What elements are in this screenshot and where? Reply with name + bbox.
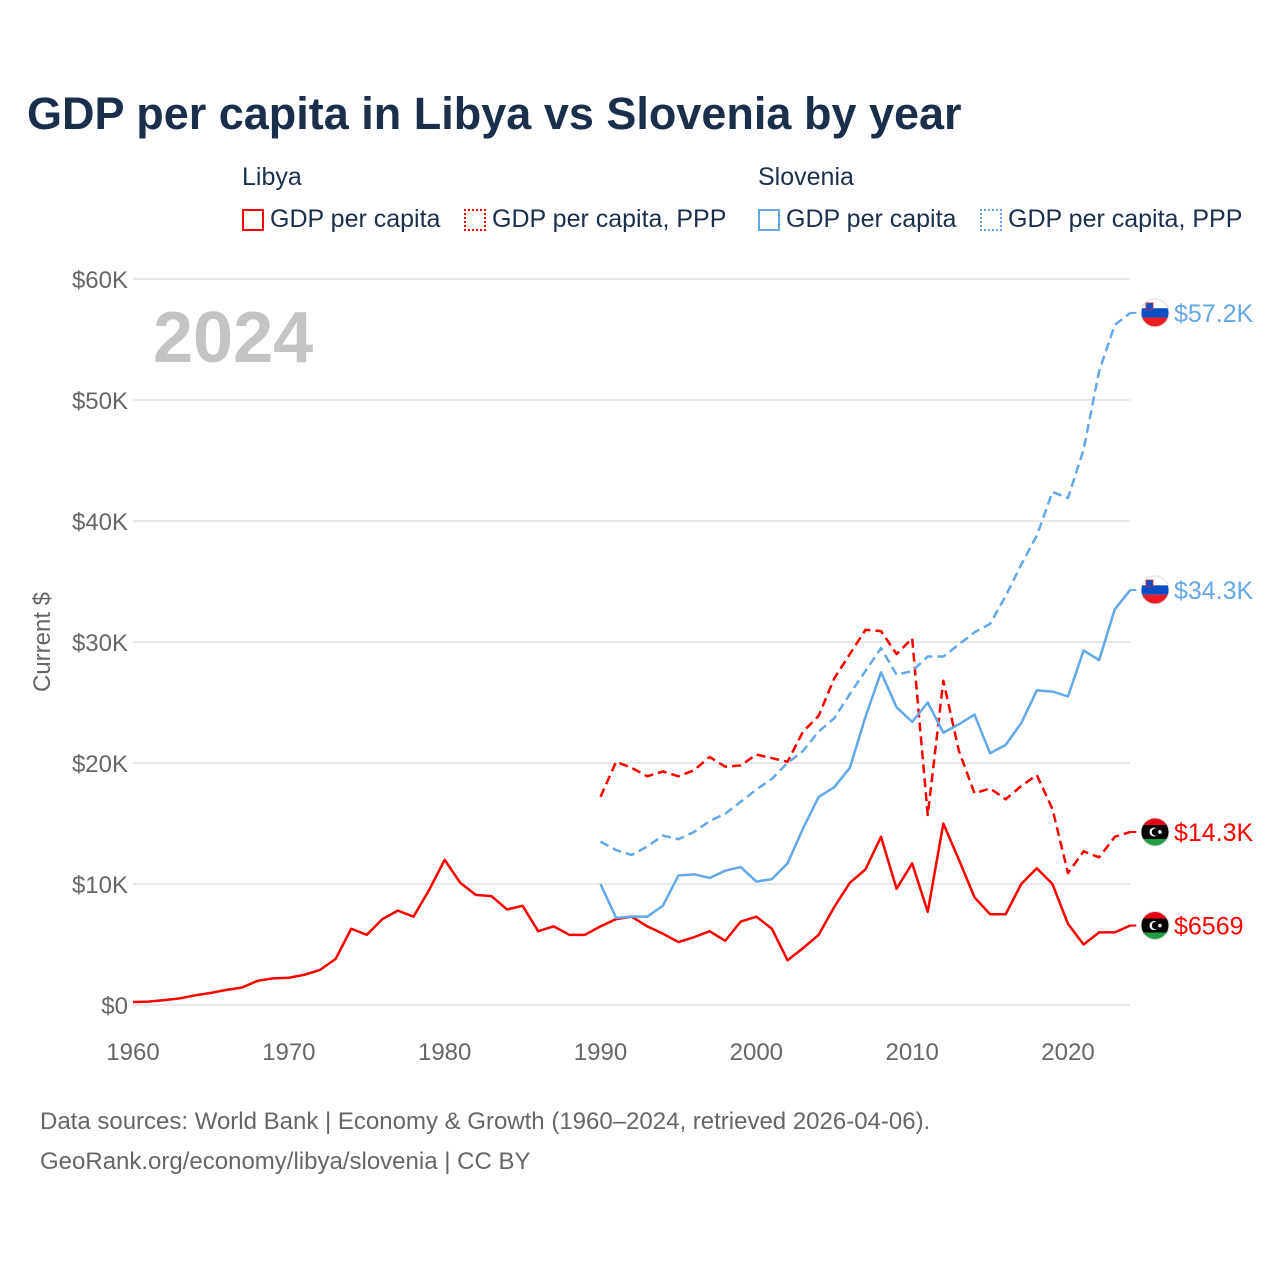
y-tick-label: $10K: [72, 872, 128, 899]
end-value-label: $6569: [1174, 913, 1244, 941]
legend-slovenia-gdp[interactable]: GDP per capita: [758, 205, 956, 234]
x-tick-label: 2020: [1041, 1039, 1094, 1066]
x-tick-label: 2010: [885, 1039, 938, 1066]
legend-libya-ppp[interactable]: GDP per capita, PPP: [464, 205, 726, 234]
y-tick-label: $0: [101, 993, 128, 1020]
legend-label: GDP per capita: [786, 205, 957, 233]
legend-swatch-solid-red: [242, 208, 264, 231]
end-value-label: $57.2K: [1174, 300, 1254, 328]
x-tick-label: 1970: [262, 1039, 315, 1066]
legend-group-libya: Libya: [242, 163, 302, 191]
legend-libya-gdp[interactable]: GDP per capita: [242, 205, 440, 234]
footer-link[interactable]: GeoRank.org/economy/libya/slovenia | CC …: [40, 1148, 531, 1175]
end-value-label: $34.3K: [1174, 577, 1254, 605]
slovenia-flag-icon: [1140, 575, 1170, 605]
legend-swatch-dotted-red: [464, 208, 486, 231]
y-axis-label: Current $: [29, 592, 56, 692]
y-tick-label: $40K: [72, 509, 128, 536]
series-line-libya-gdp-per-capita: [132, 822, 1131, 1004]
legend-group-slovenia: Slovenia: [758, 163, 854, 191]
x-tick-label: 2000: [730, 1039, 783, 1066]
legend-label: GDP per capita, PPP: [492, 205, 727, 233]
series-line-slovenia-gdp-per-capita: [599, 589, 1132, 920]
y-tick-label: $30K: [72, 630, 128, 657]
libya-flag-icon: [1140, 911, 1170, 941]
legend-swatch-solid-blue: [758, 208, 780, 231]
legend-slovenia-ppp[interactable]: GDP per capita, PPP: [980, 205, 1242, 234]
y-tick-label: $50K: [72, 388, 128, 415]
y-tick-label: $20K: [72, 751, 128, 778]
end-value-label: $14.3K: [1174, 819, 1254, 847]
footer-sources: Data sources: World Bank | Economy & Gro…: [40, 1108, 931, 1135]
libya-flag-icon: [1140, 817, 1170, 847]
x-tick-label: 1990: [574, 1039, 627, 1066]
slovenia-flag-icon: [1140, 298, 1170, 328]
chart-title: GDP per capita in Libya vs Slovenia by y…: [27, 88, 962, 139]
x-tick-label: 1960: [106, 1039, 159, 1066]
legend-label: GDP per capita, PPP: [1008, 205, 1243, 233]
series-line-slovenia-gdp-per-capita-ppp: [599, 311, 1132, 857]
legend-label: GDP per capita: [270, 205, 441, 233]
x-tick-label: 1980: [418, 1039, 471, 1066]
y-tick-label: $60K: [72, 267, 128, 294]
series-line-libya-gdp-per-capita-ppp: [599, 628, 1131, 875]
year-overlay: 2024: [153, 298, 313, 378]
legend-swatch-dotted-blue: [980, 208, 1002, 231]
